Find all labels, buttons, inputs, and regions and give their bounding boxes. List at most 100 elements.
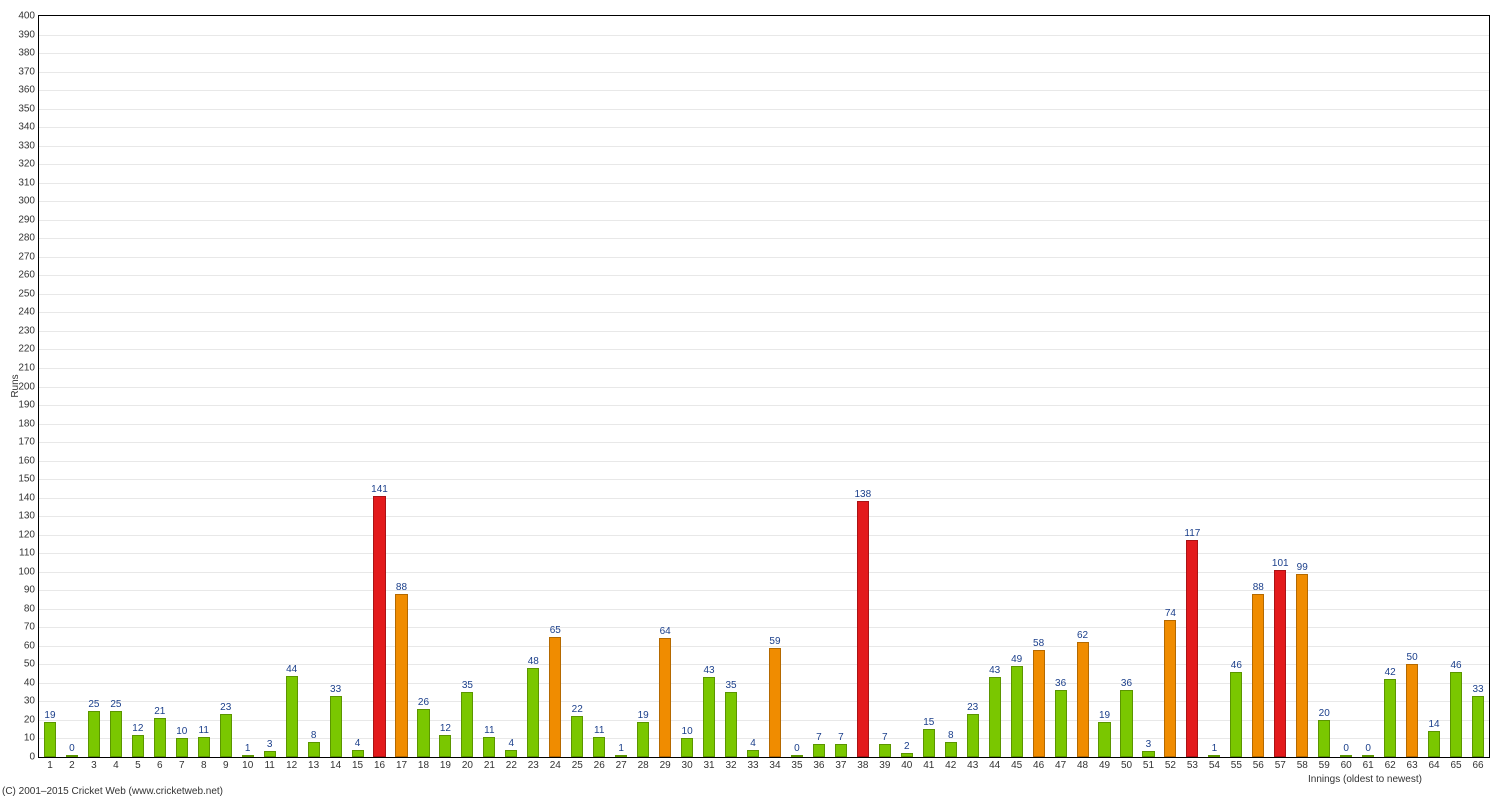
bar-value-label: 10 [176, 726, 187, 737]
bar: 8 [308, 742, 320, 757]
gridline [39, 72, 1489, 73]
ytick-label: 380 [18, 48, 35, 59]
xtick-label: 26 [594, 760, 605, 771]
bar: 138 [857, 501, 869, 757]
xtick-label: 18 [418, 760, 429, 771]
xtick-label: 65 [1450, 760, 1461, 771]
bar-value-label: 64 [660, 626, 671, 637]
bar: 4 [505, 750, 517, 757]
bar: 99 [1296, 574, 1308, 757]
bar-value-label: 138 [855, 489, 872, 500]
bar-value-label: 1 [245, 743, 251, 754]
xtick-label: 7 [179, 760, 185, 771]
xtick-label: 63 [1407, 760, 1418, 771]
bar: 3 [1142, 751, 1154, 757]
ytick-label: 130 [18, 511, 35, 522]
xtick-label: 38 [857, 760, 868, 771]
xtick-label: 33 [747, 760, 758, 771]
bar: 58 [1033, 650, 1045, 757]
ytick-label: 110 [19, 548, 35, 559]
ytick-label: 170 [18, 437, 35, 448]
ytick-label: 160 [18, 455, 35, 466]
bar-value-label: 4 [355, 738, 361, 749]
bar-value-label: 65 [550, 625, 561, 636]
xtick-label: 30 [682, 760, 693, 771]
xtick-label: 49 [1099, 760, 1110, 771]
xtick-label: 51 [1143, 760, 1154, 771]
ytick-label: 50 [24, 659, 35, 670]
bar: 2 [901, 753, 913, 757]
bar-value-label: 44 [286, 664, 297, 675]
bar: 19 [44, 722, 56, 757]
bar: 36 [1055, 690, 1067, 757]
bar-value-label: 14 [1429, 719, 1440, 730]
bar-value-label: 99 [1297, 562, 1308, 573]
bar: 46 [1230, 672, 1242, 757]
xtick-label: 5 [135, 760, 141, 771]
gridline [39, 590, 1489, 591]
xtick-label: 58 [1297, 760, 1308, 771]
xtick-label: 13 [308, 760, 319, 771]
bar-value-label: 59 [769, 636, 780, 647]
ytick-label: 220 [18, 344, 35, 355]
bar: 11 [483, 737, 495, 757]
bar: 12 [439, 735, 451, 757]
x-axis-title: Innings (oldest to newest) [1308, 774, 1422, 785]
ytick-label: 280 [18, 233, 35, 244]
xtick-label: 41 [923, 760, 934, 771]
bar: 117 [1186, 540, 1198, 757]
xtick-label: 19 [440, 760, 451, 771]
bar-value-label: 3 [1146, 739, 1152, 750]
gridline [39, 405, 1489, 406]
bar-value-label: 20 [1319, 708, 1330, 719]
bar-value-label: 4 [750, 738, 756, 749]
bar: 33 [1472, 696, 1484, 757]
gridline [39, 609, 1489, 610]
xtick-label: 4 [113, 760, 119, 771]
gridline [39, 275, 1489, 276]
copyright-text: (C) 2001–2015 Cricket Web (www.cricketwe… [2, 786, 223, 797]
bar-value-label: 36 [1055, 678, 1066, 689]
bar: 65 [549, 637, 561, 757]
bar: 12 [132, 735, 144, 757]
bar-value-label: 19 [44, 710, 55, 721]
bar-value-label: 11 [199, 725, 209, 736]
bar-value-label: 3 [267, 739, 273, 750]
bar: 0 [66, 755, 78, 757]
ytick-label: 90 [24, 585, 35, 596]
bar-value-label: 12 [440, 723, 451, 734]
bar: 141 [373, 496, 385, 757]
xtick-label: 23 [528, 760, 539, 771]
bar: 15 [923, 729, 935, 757]
bar: 23 [220, 714, 232, 757]
bar-value-label: 19 [638, 710, 649, 721]
ytick-label: 140 [18, 492, 35, 503]
bar-value-label: 48 [528, 656, 539, 667]
bar-value-label: 88 [1253, 582, 1264, 593]
bar: 0 [791, 755, 803, 757]
bar: 4 [352, 750, 364, 757]
bar: 10 [176, 738, 188, 757]
ytick-label: 310 [18, 177, 35, 188]
gridline [39, 368, 1489, 369]
gridline [39, 109, 1489, 110]
bar-value-label: 8 [311, 730, 317, 741]
ytick-label: 390 [18, 29, 35, 40]
bar-value-label: 88 [396, 582, 407, 593]
gridline [39, 738, 1489, 739]
bar-value-label: 35 [462, 680, 473, 691]
bar-value-label: 8 [948, 730, 954, 741]
gridline [39, 146, 1489, 147]
xtick-label: 46 [1033, 760, 1044, 771]
ytick-label: 0 [29, 752, 35, 763]
xtick-label: 37 [835, 760, 846, 771]
bar-value-label: 11 [594, 725, 604, 736]
bar: 3 [264, 751, 276, 757]
bar: 0 [1362, 755, 1374, 757]
xtick-label: 14 [330, 760, 341, 771]
plot-area: 0102030405060708090100110120130140150160… [38, 15, 1490, 758]
xtick-label: 54 [1209, 760, 1220, 771]
bar-value-label: 36 [1121, 678, 1132, 689]
bar-value-label: 58 [1033, 638, 1044, 649]
bar: 7 [879, 744, 891, 757]
